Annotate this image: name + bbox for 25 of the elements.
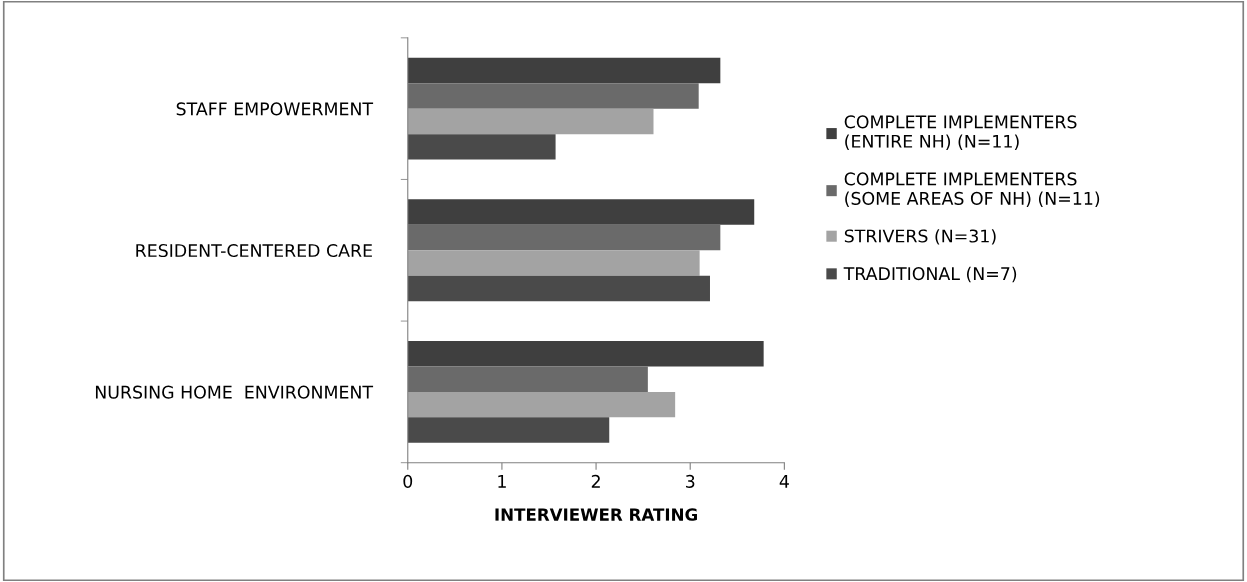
bar <box>407 340 764 367</box>
y-tick-label: STAFF EMPOWERMENT <box>176 102 374 116</box>
bar <box>407 275 710 302</box>
y-tick-label: NURSING HOME ENVIRONMENT <box>95 385 374 399</box>
x-tick-label: 2 <box>591 474 600 488</box>
bar <box>407 83 699 109</box>
bar <box>407 250 700 276</box>
bar <box>407 366 648 392</box>
legend-label: COMPLETE IMPLEMENTERS (ENTIRE NH) (N=11) <box>844 115 1077 150</box>
x-tick-label: 3 <box>686 474 695 488</box>
x-tick-label: 0 <box>403 474 413 488</box>
y-tick-label: RESIDENT-CENTERED CARE <box>136 243 372 258</box>
bar <box>407 199 755 225</box>
bar <box>407 134 556 160</box>
bar <box>407 224 721 251</box>
bar <box>407 57 721 84</box>
bar <box>407 391 676 418</box>
x-axis-title: INTERVIEWER RATING <box>495 508 697 521</box>
legend-label: TRADITIONAL (N=7) <box>843 266 1017 283</box>
bar <box>407 417 610 443</box>
legend-label: STRIVERS (N=31) <box>844 229 996 245</box>
legend-label: COMPLETE IMPLEMENTERS (SOME AREAS OF NH) (N=11) <box>844 172 1100 207</box>
x-tick-label: 4 <box>779 475 789 488</box>
bar <box>407 108 654 135</box>
x-tick-label: 1 <box>498 475 506 488</box>
